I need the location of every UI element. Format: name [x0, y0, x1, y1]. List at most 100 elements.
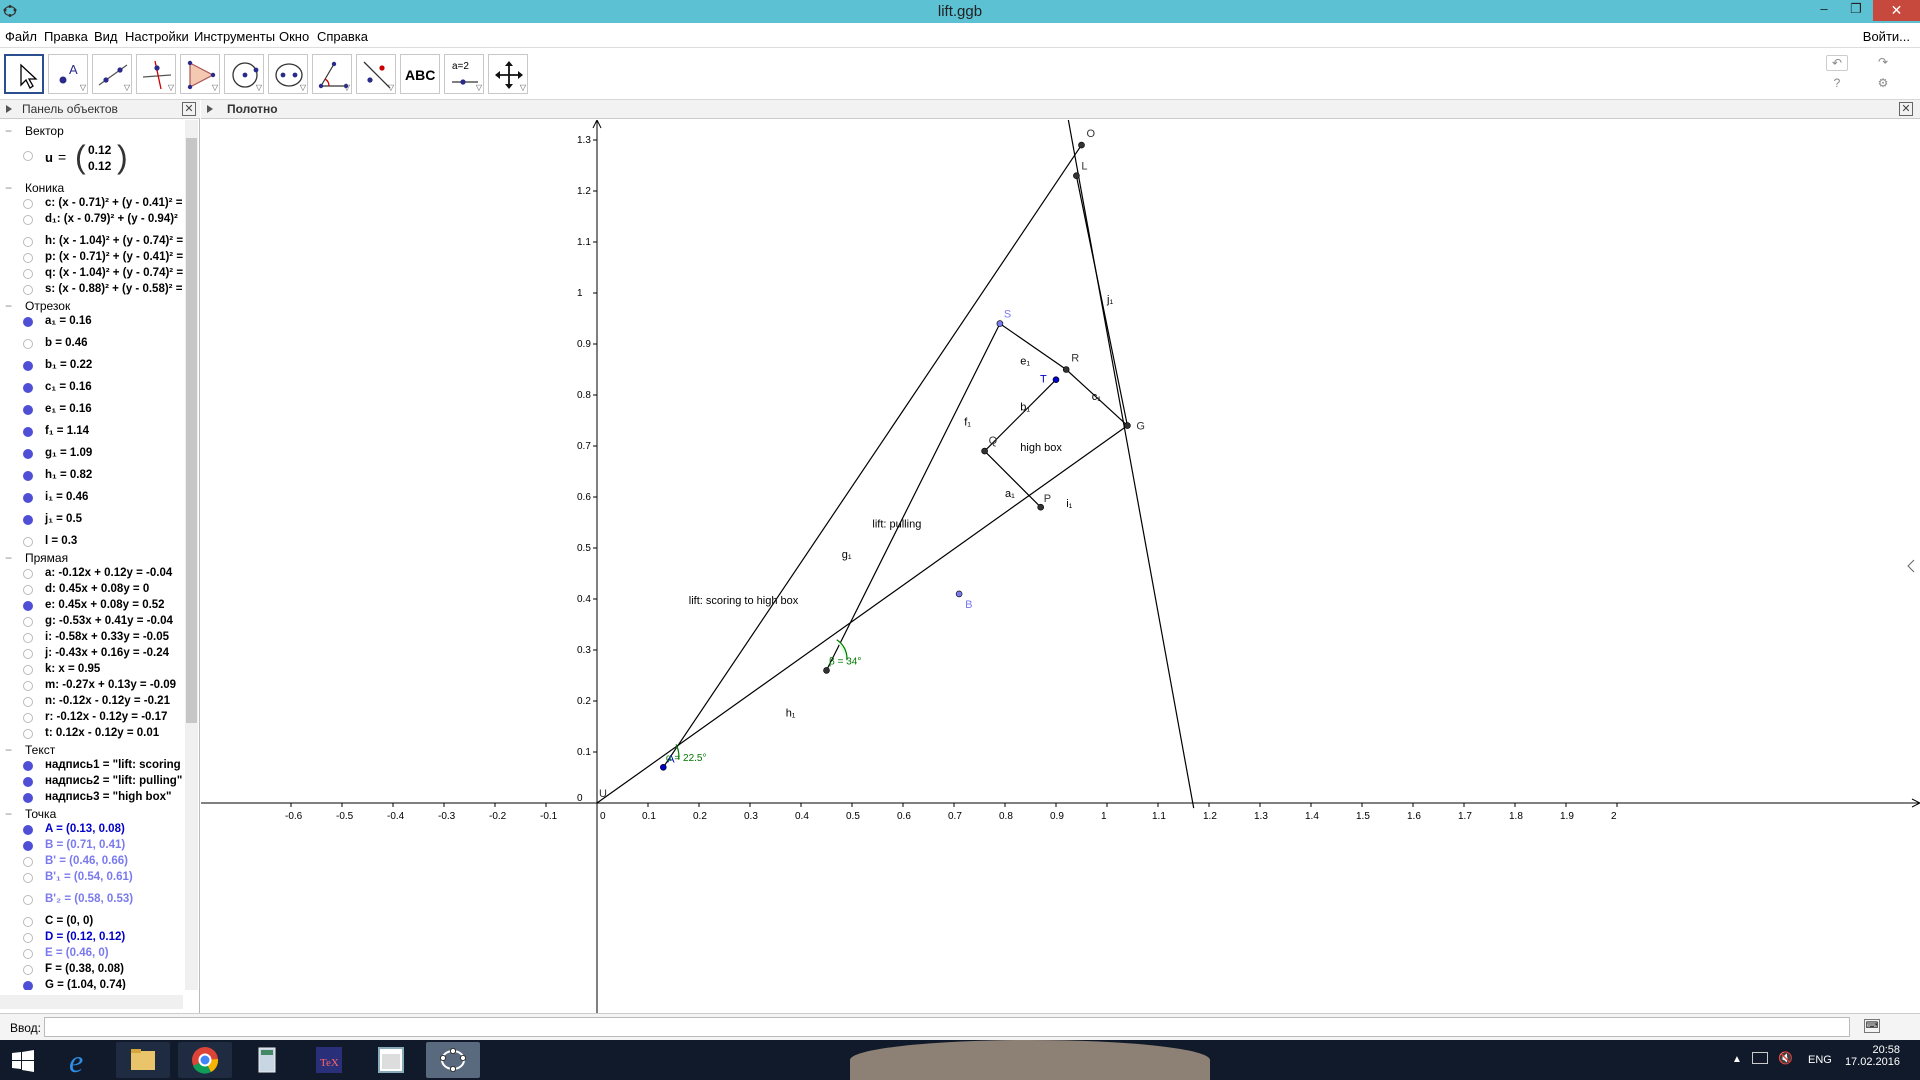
visibility-toggle[interactable] [23, 965, 33, 975]
algebra-scroll-thumb[interactable] [186, 138, 197, 723]
visibility-toggle[interactable] [23, 361, 33, 371]
algebra-item[interactable]: E = (0.46, 0) [0, 946, 183, 962]
visibility-toggle[interactable] [23, 569, 33, 579]
algebra-item[interactable]: p: (x - 0.71)² + (y - 0.41)² = [0, 250, 183, 266]
graphics-collapse-arrow-icon[interactable] [207, 105, 213, 113]
algebra-item[interactable]: c: (x - 0.71)² + (y - 0.41)² = [0, 196, 183, 212]
undo-button[interactable]: ↶ [1826, 55, 1848, 71]
algebra-item[interactable]: f₁ = 1.14 [0, 424, 183, 440]
perpendicular-tool-button[interactable]: ▽ [136, 54, 176, 94]
algebra-item[interactable]: j₁ = 0.5 [0, 512, 183, 528]
visibility-toggle[interactable] [23, 665, 33, 675]
category-collapse-icon[interactable]: − [5, 181, 13, 195]
algebra-item[interactable]: i: -0.58x + 0.33y = -0.05 [0, 630, 183, 646]
algebra-item[interactable]: D = (0.12, 0.12) [0, 930, 183, 946]
visibility-toggle[interactable] [23, 917, 33, 927]
volume-icon[interactable]: 🔇 [1778, 1051, 1793, 1065]
maximize-button[interactable]: ❐ [1850, 1, 1862, 16]
visibility-toggle[interactable] [23, 383, 33, 393]
polygon-tool-button[interactable]: ▽ [180, 54, 220, 94]
visibility-toggle[interactable] [23, 585, 33, 595]
visibility-toggle[interactable] [23, 237, 33, 247]
menu-tools[interactable]: Инструменты [194, 29, 276, 44]
help-button[interactable]: ? [1833, 76, 1841, 90]
visibility-toggle[interactable] [23, 269, 33, 279]
window-app-icon[interactable] [364, 1042, 418, 1078]
algebra-item[interactable]: B = (0.71, 0.41) [0, 838, 183, 854]
visibility-toggle[interactable] [23, 841, 33, 851]
visibility-toggle[interactable] [23, 713, 33, 723]
menu-settings[interactable]: Настройки [125, 29, 189, 44]
visibility-toggle[interactable] [23, 427, 33, 437]
menu-help[interactable]: Справка [317, 29, 368, 44]
visibility-toggle[interactable] [23, 151, 33, 161]
visibility-toggle[interactable] [23, 515, 33, 525]
category-collapse-icon[interactable]: − [5, 807, 13, 821]
ellipse-tool-button[interactable]: ▽ [268, 54, 308, 94]
visibility-toggle[interactable] [23, 215, 33, 225]
algebra-item[interactable]: d₁: (x - 0.79)² + (y - 0.94)² [0, 212, 183, 228]
visibility-toggle[interactable] [23, 649, 33, 659]
algebra-item[interactable]: надпись3 = "high box" [0, 790, 183, 806]
algebra-item[interactable]: B' = (0.46, 0.66) [0, 854, 183, 870]
graphics-close-button[interactable]: ✕ [1899, 102, 1913, 116]
visibility-toggle[interactable] [23, 317, 33, 327]
clock[interactable]: 20:58 17.02.2016 [1845, 1044, 1900, 1068]
visibility-toggle[interactable] [23, 933, 33, 943]
graphics-canvas[interactable]: -0.6 -0.5 -0.4 -0.3 -0.2 -0.1 0 0.1 0.2 0.3 0.4 0.5… [201, 120, 1920, 1013]
chrome-icon[interactable] [178, 1042, 232, 1078]
menu-file[interactable]: Файл [5, 29, 37, 44]
visibility-toggle[interactable] [23, 253, 33, 263]
algebra-item[interactable]: a₁ = 0.16 [0, 314, 183, 330]
algebra-item[interactable]: m: -0.27x + 0.13y = -0.09 [0, 678, 183, 694]
visibility-toggle[interactable] [23, 405, 33, 415]
category-collapse-icon[interactable]: − [5, 299, 13, 313]
algebra-item[interactable]: i₁ = 0.46 [0, 490, 183, 506]
angle-tool-button[interactable]: ▽ [312, 54, 352, 94]
visibility-toggle[interactable] [23, 339, 33, 349]
visibility-toggle[interactable] [23, 697, 33, 707]
visibility-toggle[interactable] [23, 471, 33, 481]
algebra-horizontal-scrollbar[interactable] [0, 995, 183, 1009]
move-tool-button[interactable] [4, 54, 44, 94]
algebra-item[interactable]: g₁ = 1.09 [0, 446, 183, 462]
category-collapse-icon[interactable]: − [5, 124, 13, 138]
collapse-arrow-icon[interactable] [6, 105, 12, 113]
algebra-item[interactable]: h₁ = 0.82 [0, 468, 183, 484]
texstudio-icon[interactable]: TeX [302, 1042, 356, 1078]
algebra-item[interactable]: l = 0.3 [0, 534, 183, 550]
category-collapse-icon[interactable]: − [5, 743, 13, 757]
algebra-item[interactable]: b₁ = 0.22 [0, 358, 183, 374]
visibility-toggle[interactable] [23, 793, 33, 803]
menu-window[interactable]: Окно [279, 29, 310, 44]
visibility-toggle[interactable] [23, 761, 33, 771]
login-link[interactable]: Войти... [1862, 29, 1910, 44]
algebra-item[interactable]: C = (0, 0) [0, 914, 183, 930]
menu-view[interactable]: Вид [94, 29, 118, 44]
visibility-toggle[interactable] [23, 537, 33, 547]
category-collapse-icon[interactable]: − [5, 551, 13, 565]
visibility-toggle[interactable] [23, 601, 33, 611]
visibility-toggle[interactable] [23, 873, 33, 883]
keyboard-toggle-icon[interactable]: ⌨ [1864, 1019, 1880, 1033]
algebra-item[interactable]: g: -0.53x + 0.41y = -0.04 [0, 614, 183, 630]
algebra-item[interactable]: q: (x - 1.04)² + (y - 0.74)² = [0, 266, 183, 282]
algebra-item[interactable]: d: 0.45x + 0.08y = 0 [0, 582, 183, 598]
menu-edit[interactable]: Правка [44, 29, 88, 44]
visibility-toggle[interactable] [23, 285, 33, 295]
windows-start-icon[interactable] [12, 1050, 34, 1072]
circle-tool-button[interactable]: ▽ [224, 54, 264, 94]
algebra-item[interactable]: A = (0.13, 0.08) [0, 822, 183, 838]
ie-icon[interactable]: e [54, 1042, 108, 1079]
visibility-toggle[interactable] [23, 895, 33, 905]
algebra-item[interactable]: c₁ = 0.16 [0, 380, 183, 396]
text-tool-button[interactable]: ABC [400, 54, 440, 94]
language-indicator[interactable]: ENG [1808, 1054, 1832, 1066]
algebra-item[interactable]: надпись1 = "lift: scoring [0, 758, 183, 774]
algebra-item[interactable]: B'₁ = (0.54, 0.61) [0, 870, 183, 886]
algebra-item[interactable]: e: 0.45x + 0.08y = 0.52 [0, 598, 183, 614]
visibility-toggle[interactable] [23, 493, 33, 503]
algebra-item[interactable]: F = (0.38, 0.08) [0, 962, 183, 978]
algebra-item[interactable]: B'₂ = (0.58, 0.53) [0, 892, 183, 908]
algebra-item[interactable]: j: -0.43x + 0.16y = -0.24 [0, 646, 183, 662]
